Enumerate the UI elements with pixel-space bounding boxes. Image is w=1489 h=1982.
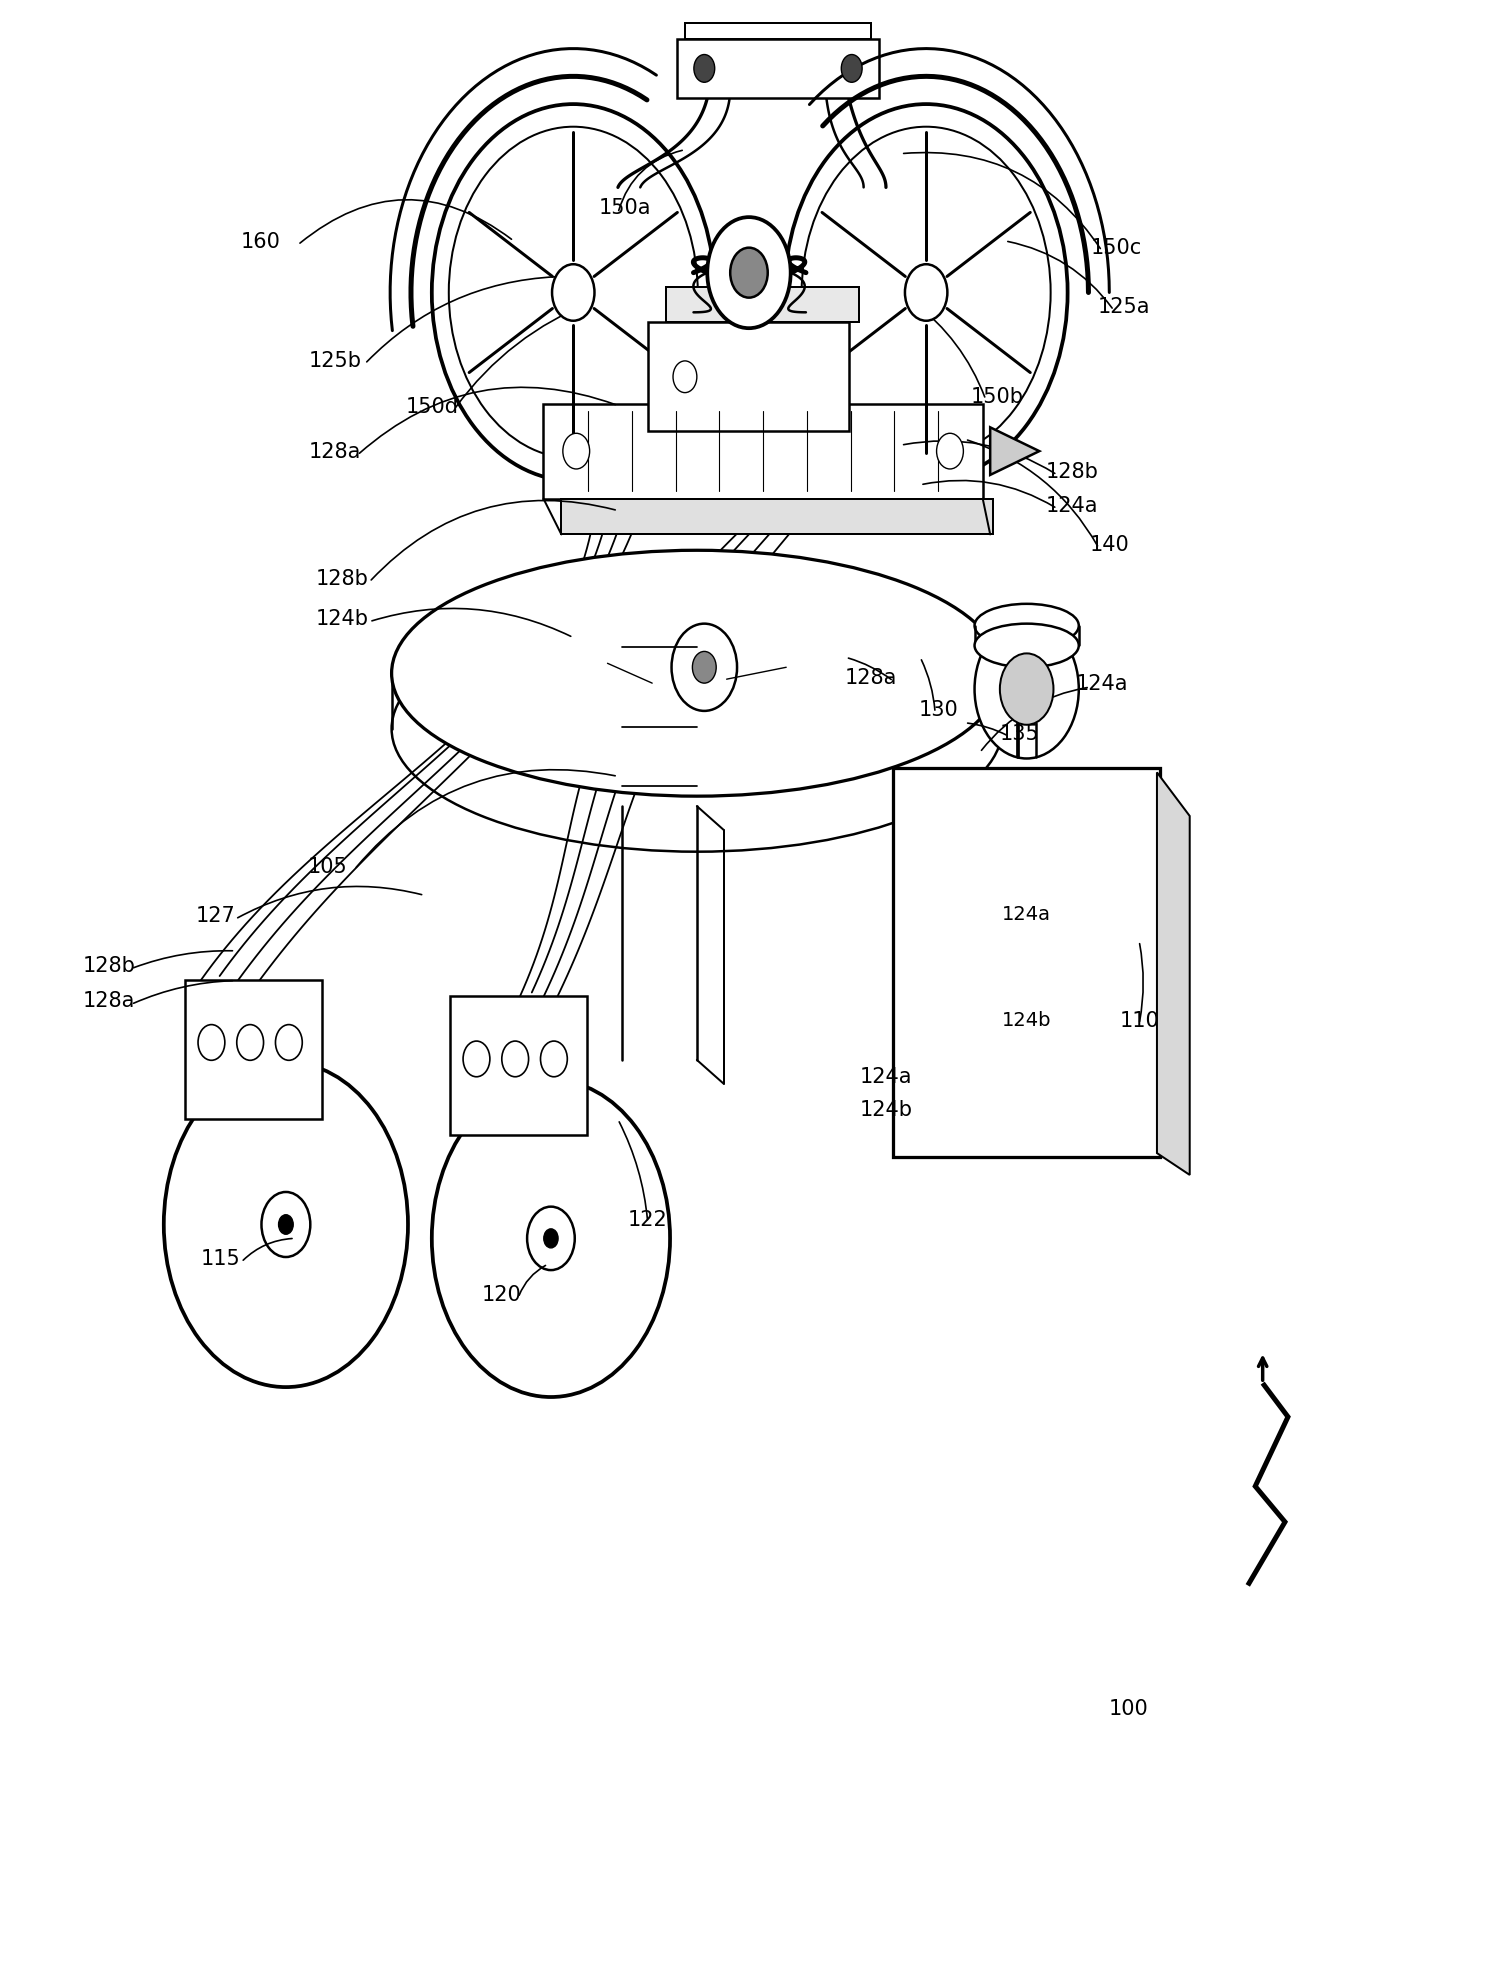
Circle shape [841,55,862,83]
Text: 125b: 125b [308,351,362,371]
Bar [677,40,879,99]
Bar [685,24,871,40]
Circle shape [730,248,768,299]
Text: 140: 140 [1090,535,1129,555]
Circle shape [694,55,715,83]
Text: 122: 122 [628,1209,667,1229]
Circle shape [673,361,697,394]
Text: 120: 120 [482,1284,521,1304]
Circle shape [975,620,1078,759]
Bar [450,997,587,1136]
Text: 125a: 125a [1097,297,1151,317]
Circle shape [237,1025,264,1060]
Ellipse shape [975,605,1078,648]
Circle shape [692,652,716,684]
Circle shape [198,1025,225,1060]
Ellipse shape [392,551,1002,797]
Bar [561,499,993,535]
Circle shape [278,1215,293,1235]
Text: 124a: 124a [1002,904,1051,924]
Bar [648,323,849,432]
Circle shape [164,1062,408,1387]
Circle shape [785,105,1068,482]
Circle shape [262,1193,310,1257]
Bar [543,404,983,499]
Text: 128b: 128b [316,569,369,589]
FancyBboxPatch shape [893,769,1160,1157]
Circle shape [552,266,594,321]
Circle shape [905,266,947,321]
Circle shape [801,127,1051,460]
Text: 128b: 128b [1045,462,1099,482]
Circle shape [937,434,963,470]
Circle shape [527,1207,575,1270]
Text: 150d: 150d [405,396,459,416]
Text: 128a: 128a [82,991,135,1011]
Text: 110: 110 [1120,1011,1158,1031]
Text: 127: 127 [197,906,235,926]
Circle shape [275,1025,302,1060]
Text: 124b: 124b [1002,1011,1051,1031]
Text: 160: 160 [241,232,280,252]
Text: 124a: 124a [1075,674,1129,694]
Text: 128b: 128b [82,955,135,975]
Text: 115: 115 [201,1249,240,1268]
Circle shape [563,434,590,470]
Circle shape [672,624,737,712]
Text: 135: 135 [1001,723,1039,743]
Text: 105: 105 [308,856,347,876]
Bar [666,287,859,323]
Circle shape [463,1043,490,1078]
Text: 124b: 124b [859,1100,913,1120]
Polygon shape [990,428,1039,476]
Ellipse shape [975,624,1078,668]
Text: 128a: 128a [308,442,362,462]
Text: 150b: 150b [971,386,1024,406]
Text: 124a: 124a [859,1066,913,1086]
Text: 150c: 150c [1091,238,1142,258]
Circle shape [707,218,791,329]
Circle shape [1001,654,1054,725]
Circle shape [541,1043,567,1078]
Text: 130: 130 [919,700,957,719]
Text: 124a: 124a [1045,496,1099,515]
Text: 100: 100 [1109,1699,1148,1718]
Text: 150a: 150a [599,198,652,218]
Text: 124b: 124b [316,608,369,628]
Circle shape [432,1080,670,1397]
Circle shape [502,1043,529,1078]
Circle shape [432,105,715,482]
Text: 128a: 128a [844,668,898,688]
Polygon shape [1157,773,1190,1175]
Bar [185,981,322,1120]
Circle shape [543,1229,558,1249]
Circle shape [448,127,698,460]
Ellipse shape [392,606,1002,852]
